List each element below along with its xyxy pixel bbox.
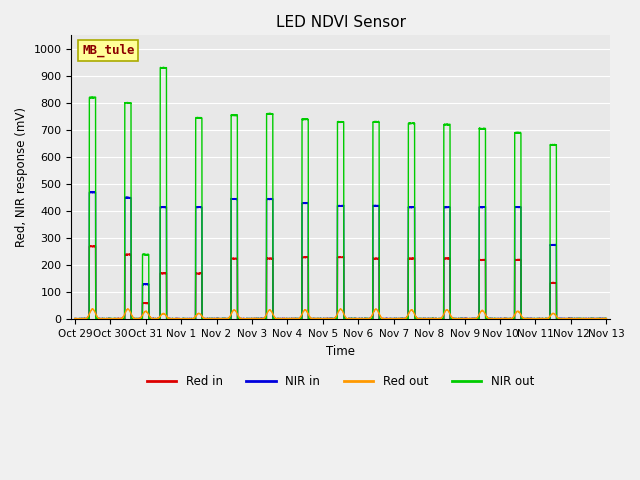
Text: MB_tule: MB_tule <box>82 44 134 57</box>
X-axis label: Time: Time <box>326 345 355 358</box>
Legend: Red in, NIR in, Red out, NIR out: Red in, NIR in, Red out, NIR out <box>142 371 539 393</box>
Title: LED NDVI Sensor: LED NDVI Sensor <box>276 15 406 30</box>
Y-axis label: Red, NIR response (mV): Red, NIR response (mV) <box>15 108 28 247</box>
